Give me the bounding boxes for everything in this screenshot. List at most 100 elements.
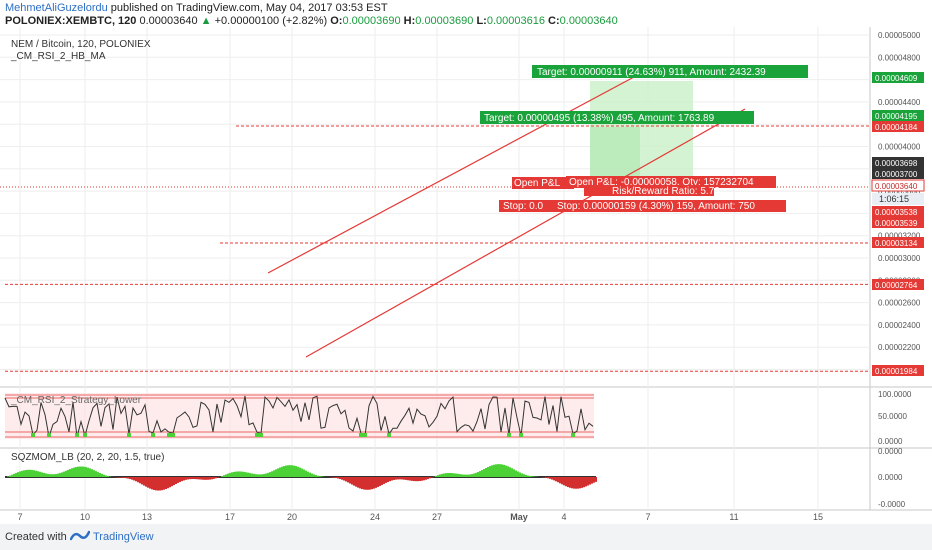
rsi-tick-label: 100.0000: [878, 390, 912, 399]
mom-bar: [195, 477, 197, 480]
mom-bar: [99, 473, 101, 477]
mom-bar: [13, 473, 15, 477]
mom-bar: [59, 473, 61, 477]
mom-bar: [347, 477, 349, 483]
mom-bar: [39, 471, 41, 477]
y-tick-label: 0.00004400: [878, 98, 921, 107]
mom-bar: [151, 477, 153, 490]
footer: Created with TradingView: [0, 524, 932, 550]
mom-bar: [401, 477, 403, 480]
mom-bar: [193, 477, 195, 480]
mom-bar: [267, 472, 269, 477]
rsi-buy-signal: [359, 433, 363, 437]
mom-bar: [561, 477, 563, 485]
channel-lower: [305, 108, 746, 358]
mom-bar: [33, 470, 35, 477]
rsi-buy-signal: [259, 433, 263, 437]
mom-bar: [215, 477, 217, 479]
mom-bar: [21, 470, 23, 477]
stop-short: Stop: 0.0: [503, 201, 543, 212]
x-tick-label: 15: [813, 512, 823, 522]
x-tick-label: May: [510, 512, 528, 522]
mom-bar: [397, 477, 399, 480]
mom-bar: [571, 477, 573, 489]
mom-bar: [563, 477, 565, 486]
mom-bar: [179, 477, 181, 482]
rsi-buy-signal: [75, 433, 79, 437]
mom-bar: [167, 477, 169, 489]
price-tag-label: 0.00003538: [875, 208, 918, 217]
mom-bar: [379, 477, 381, 486]
mom-bar: [463, 474, 465, 477]
price-channel: [267, 76, 746, 358]
mom-bar: [471, 474, 473, 477]
mom-bar: [503, 464, 505, 477]
mom-bar: [465, 474, 467, 477]
x-tick-label: 24: [370, 512, 380, 522]
mom-bar: [405, 477, 407, 480]
price-tags: 0.00004609 0.00004195 0.00004184 0.00003698…: [871, 72, 925, 376]
mom-bar: [97, 472, 99, 477]
mom-bar: [403, 477, 405, 480]
mom-bar: [79, 466, 81, 477]
mom-bar: [125, 477, 127, 479]
mom-bar: [499, 464, 501, 477]
mom-bar: [209, 477, 211, 480]
mom-tick-label: 0.0000: [878, 473, 903, 482]
mom-bar: [221, 476, 223, 477]
mom-bar: [257, 474, 259, 477]
mom-bar: [203, 477, 205, 480]
momentum-histogram: [7, 464, 597, 491]
main-legend: NEM / Bitcoin, 120, POLONIEX: [11, 39, 151, 50]
mom-bar: [565, 477, 567, 487]
rsi-buy-signal: [47, 433, 51, 437]
rsi-tick-label: 50.0000: [878, 412, 907, 421]
high-label: H:: [403, 15, 416, 27]
x-tick-label: 20: [287, 512, 297, 522]
chart-canvas[interactable]: NEM / Bitcoin, 120, POLONIEX _CM_RSI_2_H…: [0, 27, 932, 524]
mom-bar: [559, 477, 561, 484]
mom-bar: [141, 477, 143, 485]
author-link[interactable]: MehmetAliGuzelordu: [5, 2, 108, 14]
mom-bar: [411, 477, 413, 481]
mom-bar: [255, 474, 257, 477]
x-tick-label: 27: [432, 512, 442, 522]
mom-bar: [75, 467, 77, 477]
mom-bar: [417, 477, 419, 482]
mom-bar: [351, 477, 353, 485]
rsi-buy-signal: [31, 433, 35, 437]
mom-bar: [95, 471, 97, 477]
mom-bar: [489, 466, 491, 477]
price-tag-label: 0.00003698: [875, 159, 918, 168]
open-pl-short-box: [512, 177, 574, 189]
mom-bar: [205, 477, 207, 480]
mom-bar: [143, 477, 145, 486]
mom-bar: [189, 477, 191, 480]
mom-bar: [137, 477, 139, 483]
mom-bar: [31, 469, 33, 477]
mom-bar: [261, 474, 263, 477]
mom-bar: [363, 477, 365, 490]
risk-reward-label: Risk/Reward Ratio: 5.73: [612, 186, 720, 197]
mom-bar: [585, 477, 587, 487]
mom-bar: [301, 468, 303, 477]
mom-bar: [121, 477, 123, 478]
mom-bar: [131, 477, 133, 480]
target-near-label: Target: 0.00000495 (13.38%) 495, Amount:…: [484, 113, 715, 124]
price-tag-label: 0.00001984: [875, 367, 918, 376]
y-tick-label: 0.00004000: [878, 143, 921, 152]
mom-bar: [87, 467, 89, 477]
mom-bar: [159, 477, 161, 491]
mom-axis: 0.0000 0.0000 -0.0000: [878, 447, 906, 509]
tradingview-link[interactable]: TradingView: [93, 531, 154, 543]
x-tick-label: 7: [17, 512, 22, 522]
symbol-info: POLONIEX:XEMBTC, 120 0.00003640 ▲ +0.000…: [5, 15, 618, 27]
low-value: 0.00003616: [486, 15, 545, 27]
mom-bar: [265, 473, 267, 477]
mom-bar: [365, 477, 367, 490]
rsi-line: [4, 395, 594, 438]
mom-bar: [289, 465, 291, 477]
price-tag-box: [872, 110, 924, 121]
mom-bar: [511, 468, 513, 477]
mom-bar: [245, 472, 247, 477]
